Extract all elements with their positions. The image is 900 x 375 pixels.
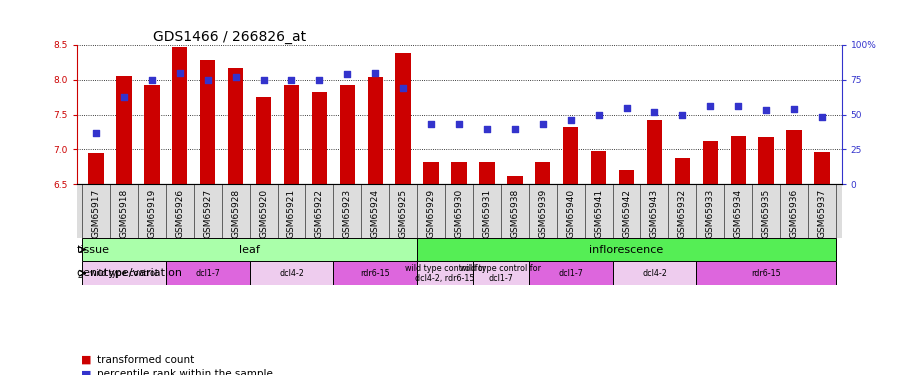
Bar	[647, 120, 662, 184]
Bar	[116, 76, 131, 184]
Point	[591, 112, 606, 118]
Point	[536, 122, 550, 128]
Bar	[451, 162, 467, 184]
Point	[508, 126, 522, 132]
Point	[117, 93, 131, 99]
Bar	[703, 141, 718, 184]
Bar	[814, 152, 830, 184]
Point	[787, 106, 801, 112]
Bar	[417, 238, 836, 261]
Text: ■: ■	[81, 369, 95, 375]
Bar	[395, 53, 410, 184]
Text: transformed count: transformed count	[97, 355, 194, 365]
Point	[89, 130, 104, 136]
Bar	[367, 77, 382, 184]
Text: genotype/variation: genotype/variation	[76, 268, 183, 278]
Text: dcl4-2: dcl4-2	[279, 269, 304, 278]
Text: inflorescence: inflorescence	[590, 244, 663, 255]
Point	[563, 117, 578, 123]
Bar	[82, 261, 166, 285]
Bar	[228, 68, 243, 184]
Point	[424, 122, 438, 128]
Bar	[249, 261, 333, 285]
Bar	[563, 127, 579, 184]
Text: dcl1-7: dcl1-7	[558, 269, 583, 278]
Point	[201, 77, 215, 83]
Point	[452, 122, 466, 128]
Bar	[479, 162, 495, 184]
Bar	[172, 47, 187, 184]
Text: tissue: tissue	[76, 244, 110, 255]
Point	[396, 85, 410, 91]
Bar	[536, 162, 551, 184]
Text: dcl4-2: dcl4-2	[642, 269, 667, 278]
Point	[312, 77, 327, 83]
Bar	[473, 261, 529, 285]
Bar	[144, 85, 159, 184]
Bar	[256, 97, 271, 184]
Point	[759, 108, 773, 114]
Bar	[591, 151, 607, 184]
Text: leaf: leaf	[239, 244, 260, 255]
Text: ■: ■	[81, 355, 95, 365]
Point	[173, 70, 187, 76]
Point	[619, 105, 634, 111]
Text: percentile rank within the sample: percentile rank within the sample	[97, 369, 273, 375]
Point	[731, 103, 745, 109]
Point	[256, 77, 271, 83]
Point	[145, 77, 159, 83]
Bar	[339, 85, 355, 184]
Bar	[200, 60, 215, 184]
Bar	[787, 130, 802, 184]
Text: wild type control: wild type control	[90, 269, 158, 278]
Bar	[675, 158, 690, 184]
Point	[284, 77, 299, 83]
Text: wild type control for
dcl1-7: wild type control for dcl1-7	[461, 264, 542, 283]
Bar	[88, 153, 104, 184]
Bar	[311, 92, 327, 184]
Bar	[82, 238, 417, 261]
Point	[480, 126, 494, 132]
Text: rdr6-15: rdr6-15	[360, 269, 390, 278]
Bar	[697, 261, 836, 285]
Text: rdr6-15: rdr6-15	[752, 269, 781, 278]
Point	[229, 74, 243, 80]
Point	[368, 70, 382, 76]
Bar	[529, 261, 613, 285]
Bar	[423, 162, 439, 184]
Bar	[731, 135, 746, 184]
Bar	[619, 170, 634, 184]
Point	[814, 114, 829, 120]
Bar	[759, 137, 774, 184]
Text: dcl1-7: dcl1-7	[195, 269, 220, 278]
Bar	[613, 261, 697, 285]
Bar	[284, 85, 299, 184]
Point	[703, 103, 717, 109]
Bar	[508, 176, 523, 184]
Point	[340, 71, 355, 77]
Point	[675, 112, 689, 118]
Bar	[166, 261, 249, 285]
Bar	[333, 261, 417, 285]
Text: wild type control for
dcl4-2, rdr6-15: wild type control for dcl4-2, rdr6-15	[404, 264, 485, 283]
Bar	[417, 261, 473, 285]
Point	[647, 109, 662, 115]
Text: GDS1466 / 266826_at: GDS1466 / 266826_at	[153, 30, 306, 44]
